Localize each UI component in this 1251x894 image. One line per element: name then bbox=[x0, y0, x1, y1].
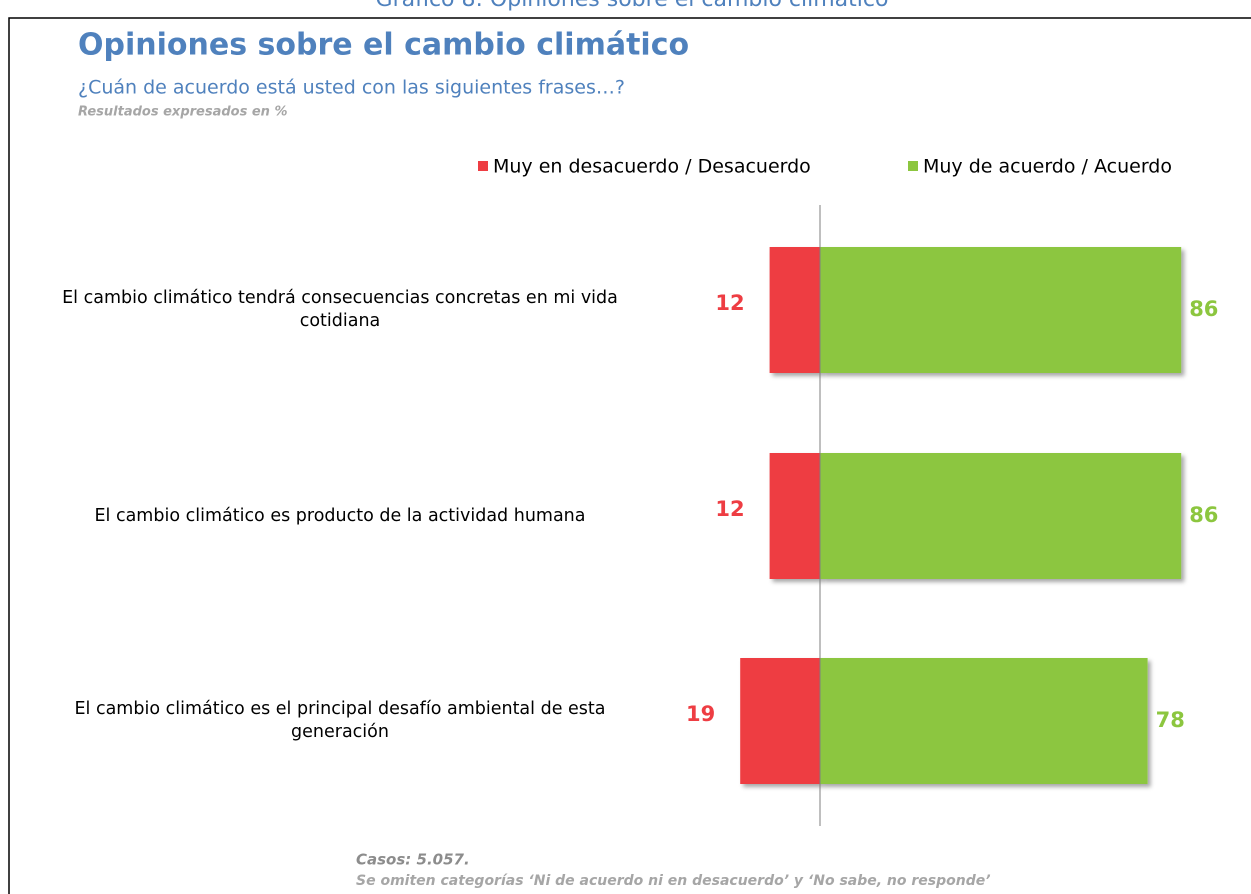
bar bbox=[769, 453, 820, 579]
value-label: 78 bbox=[1156, 708, 1185, 732]
category-label-box: El cambio climático es producto de la ac… bbox=[94, 505, 586, 526]
page-header: Gráfico 8: Opiniones sobre el cambio cli… bbox=[376, 0, 889, 12]
bar bbox=[820, 247, 1182, 373]
bar bbox=[740, 658, 820, 784]
category-label-box: El cambio climático es el principal desa… bbox=[74, 699, 606, 742]
value-label: 86 bbox=[1189, 297, 1218, 321]
category-label-box: El cambio climático tendrá consecuencias… bbox=[62, 288, 618, 331]
bar bbox=[820, 658, 1148, 784]
chart-subtitle: ¿Cuán de acuerdo está usted con las sigu… bbox=[78, 77, 625, 99]
chart-title: Opiniones sobre el cambio climático bbox=[78, 28, 689, 63]
bar bbox=[769, 247, 820, 373]
legend-swatch bbox=[908, 161, 918, 171]
category-label: El cambio climático es producto de la ac… bbox=[94, 505, 586, 526]
legend-label: Muy de acuerdo / Acuerdo bbox=[923, 156, 1172, 178]
category-label: El cambio climático es el principal desa… bbox=[74, 699, 606, 742]
bar bbox=[820, 453, 1182, 579]
chart-note: Resultados expresados en % bbox=[78, 105, 288, 120]
legend-label: Muy en desacuerdo / Desacuerdo bbox=[493, 156, 811, 178]
category-label: El cambio climático tendrá consecuencias… bbox=[62, 288, 618, 331]
value-label: 86 bbox=[1189, 503, 1218, 527]
footnote: Se omiten categorías ‘Ni de acuerdo ni e… bbox=[356, 873, 991, 889]
value-label: 12 bbox=[715, 291, 744, 315]
legend-swatch bbox=[478, 161, 488, 171]
footnote: Casos: 5.057. bbox=[356, 851, 470, 869]
frame bbox=[8, 17, 1251, 894]
value-label: 12 bbox=[715, 497, 744, 521]
value-label: 19 bbox=[686, 702, 715, 726]
